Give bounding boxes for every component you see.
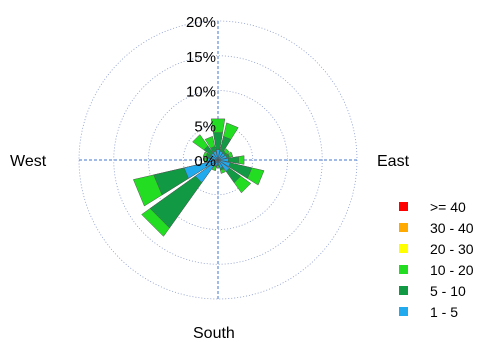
axis-lines bbox=[79, 21, 357, 299]
radial-tick-1: 5% bbox=[194, 118, 216, 135]
wedge-SW-1-5 bbox=[194, 159, 219, 184]
legend-swatch-4 bbox=[399, 286, 408, 295]
wedge-ENE-1-5 bbox=[217, 154, 228, 161]
legend-label-3: 10 - 20 bbox=[430, 262, 474, 278]
wedge-NE-1-5 bbox=[217, 152, 226, 161]
wedge-WNW-1-5 bbox=[209, 155, 219, 161]
direction-label-east: East bbox=[377, 153, 410, 170]
legend-label-4: 5 - 10 bbox=[430, 283, 466, 299]
legend-label-0: >= 40 bbox=[430, 199, 466, 215]
wedge-ESE-1-5 bbox=[217, 159, 231, 167]
wedge-N-1-5 bbox=[215, 149, 221, 161]
legend-label-5: 1 - 5 bbox=[430, 304, 458, 320]
legend-swatch-3 bbox=[399, 265, 408, 274]
legend-swatch-1 bbox=[399, 223, 408, 232]
grid-circle-1 bbox=[182, 124, 254, 196]
wedge-NNE-1-5 bbox=[217, 150, 224, 161]
legend-swatch-0 bbox=[399, 202, 408, 211]
wedge-E-1-5 bbox=[217, 157, 229, 163]
legend-swatch-5 bbox=[399, 307, 408, 316]
wind-bars bbox=[133, 118, 265, 237]
radial-tick-3: 15% bbox=[186, 49, 216, 66]
wedge-SE-1-5 bbox=[217, 159, 230, 172]
radial-tick-4: 20% bbox=[186, 14, 216, 31]
wedge-N-5-10 bbox=[213, 132, 223, 161]
radial-tick-labels: 0% 5% 10% 15% 20% bbox=[186, 14, 216, 170]
wedge-NNW-1-5 bbox=[212, 150, 219, 161]
grid-circle-3 bbox=[113, 55, 323, 265]
radial-tick-2: 10% bbox=[186, 84, 216, 101]
legend-swatch-2 bbox=[399, 244, 408, 253]
direction-label-west: West bbox=[10, 153, 47, 170]
wedge-W-1-5 bbox=[207, 157, 219, 163]
legend: >= 40 30 - 40 20 - 30 10 - 20 5 - 10 1 - 5 bbox=[399, 199, 474, 320]
radial-tick-0: 0% bbox=[194, 153, 216, 170]
wedge-NW-1-5 bbox=[210, 152, 219, 161]
direction-label-south: South bbox=[193, 325, 235, 342]
grid-circle-2 bbox=[148, 90, 288, 230]
wedge-SSE-1-5 bbox=[217, 159, 223, 169]
legend-label-2: 20 - 30 bbox=[430, 241, 474, 257]
wedge-WSW-1-5 bbox=[183, 159, 219, 179]
legend-label-1: 30 - 40 bbox=[430, 220, 474, 236]
